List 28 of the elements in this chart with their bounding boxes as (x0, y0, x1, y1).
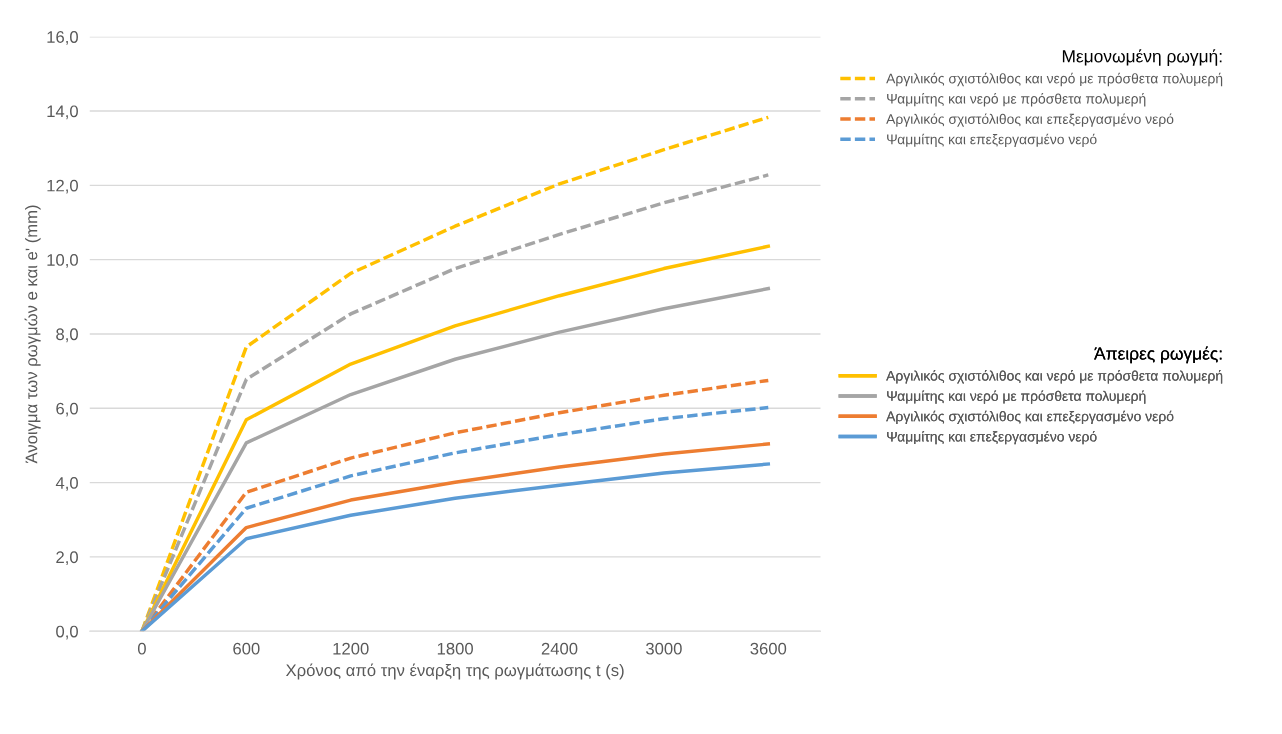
y-tick-label: 14,0 (47, 105, 78, 120)
y-tick-label: 6,0 (56, 402, 78, 417)
legend-label: Αργιλικός σχιστόλιθος και επεξεργασμένο νερό (886, 113, 1174, 127)
y-tick-label: 16,0 (47, 31, 78, 45)
x-tick-label: 600 (233, 642, 260, 655)
y-tick-label: 2,0 (56, 551, 78, 566)
legend-label: Αργιλικός σχιστόλιθος και νερό με πρόσθετα πολυμερή (886, 370, 1223, 384)
y-tick-label: 8,0 (56, 328, 78, 343)
legend-label: Ψαμμίτης και νερό με πρόσθετα πολυμερή (887, 390, 1146, 404)
y-tick-label: 12,0 (47, 179, 78, 194)
legend-label: Ψαμμίτης και επεξεργασμένο νερό (887, 133, 1097, 148)
x-tick-label: 1200 (333, 642, 369, 655)
x-tick-label: 2400 (541, 642, 578, 655)
x-tick-label: 0 (137, 642, 146, 655)
x-tick-label: 1800 (437, 642, 473, 655)
y-tick-label: 0,0 (56, 625, 78, 640)
x-axis-title: Χρόνος από την έναρξη της ρωγμάτωσης t (s) (285, 663, 624, 680)
y-axis-title: Άνοιγμα των ρωγμών e και e' (mm) (24, 205, 41, 464)
text: Άπειρες ρωγμές: (1094, 346, 1222, 364)
legend-label: Αργιλικός σχιστόλιθος και επεξεργασμένο νερό (886, 410, 1174, 425)
legend-label: Ψαμμίτης και νερό με πρόσθετα πολυμερή (887, 93, 1146, 107)
y-tick-label: 4,0 (55, 477, 78, 491)
text: Μεμονωμένη ρωγμή: (1062, 49, 1222, 66)
y-tick-label: 10,0 (47, 254, 78, 268)
x-tick-label: 3600 (750, 642, 787, 655)
legend-label: Αργιλικός σχιστόλιθος και νερό με πρόσθετα πολυμερή (886, 72, 1223, 87)
x-tick-label: 3000 (645, 642, 682, 655)
legend-label: Ψαμμίτης και επεξεργασμένο νερό (887, 430, 1097, 445)
